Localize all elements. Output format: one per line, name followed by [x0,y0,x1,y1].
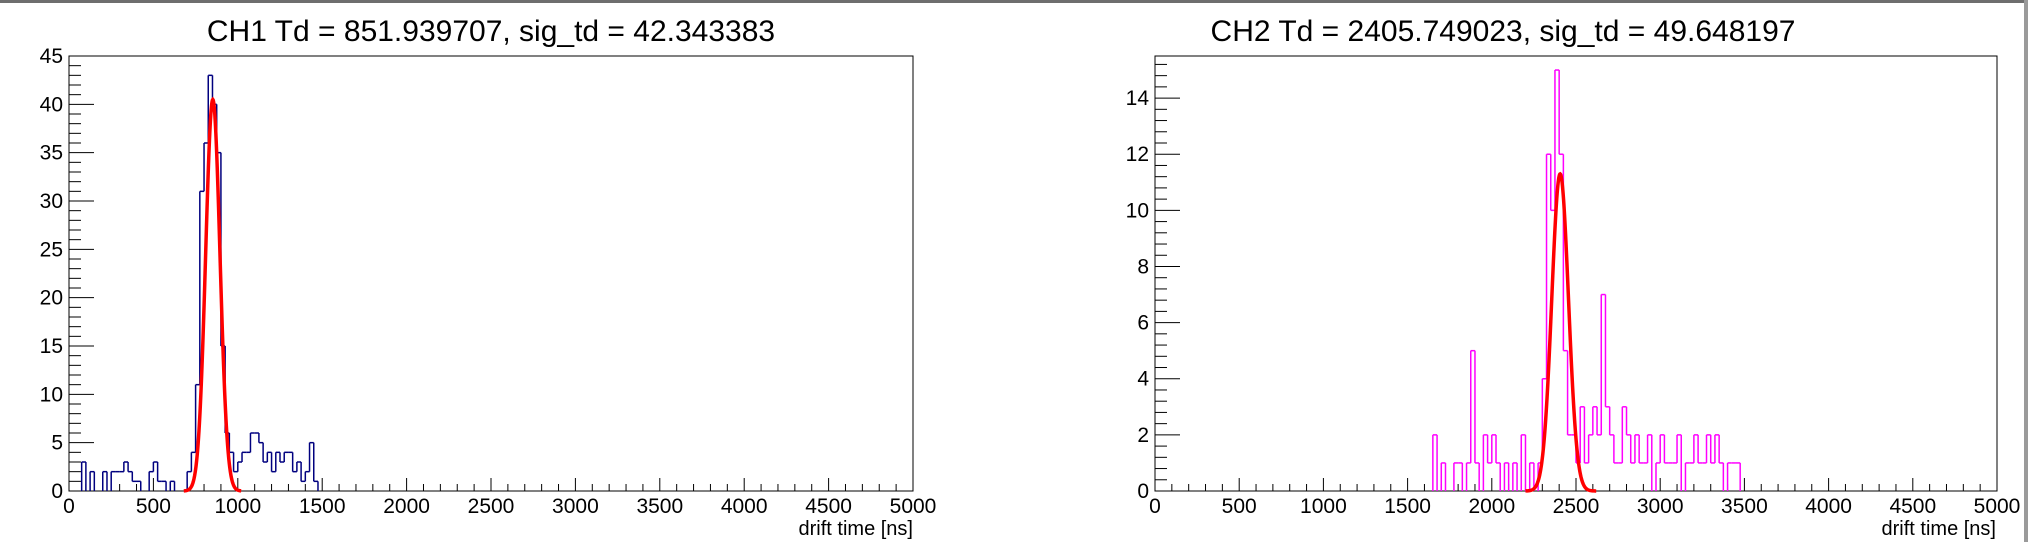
y-tick-label: 45 [40,45,63,68]
x-tick-label: 1500 [299,495,346,518]
y-tick-label: 2 [1137,424,1149,447]
x-tick-label: 0 [1149,495,1161,518]
x-tick-label: 1000 [214,495,261,518]
y-tick-label: 40 [40,93,63,116]
y-tick-label: 14 [1126,87,1150,110]
x-tick-label: 0 [63,495,75,518]
y-tick-label: 5 [51,432,63,455]
gaussian-fit-curve [183,96,242,493]
x-tick-label: 4500 [805,495,852,518]
x-tick-label: 500 [1222,495,1257,518]
y-tick-label: 6 [1137,312,1149,335]
x-tick-label: 2500 [468,495,515,518]
x-tick-label: 2000 [1468,495,1515,518]
window-right-border [2024,0,2028,542]
x-tick-label: 4000 [721,495,768,518]
x-axis-label: drift time [ns] [799,518,913,540]
x-tick-label: 4500 [1889,495,1936,518]
gaussian-fit-curve [1525,171,1597,493]
x-tick-label: 3500 [1721,495,1768,518]
y-tick-label: 10 [40,383,63,406]
y-tick-label: 0 [51,480,63,503]
x-tick-label: 1500 [1384,495,1431,518]
y-tick-label: 20 [40,287,63,310]
x-tick-label: 5000 [1974,495,2021,518]
y-tick-label: 8 [1137,255,1149,278]
y-tick-label: 12 [1126,143,1149,166]
y-tick-label: 30 [40,190,63,213]
y-tick-label: 0 [1137,480,1149,503]
x-tick-label: 500 [136,495,171,518]
y-tick-label: 15 [40,335,63,358]
chart-title: CH2 Td = 2405.749023, sig_td = 49.648197 [1211,15,1796,48]
x-tick-label: 3000 [1637,495,1684,518]
x-axis-label: drift time [ns] [1882,518,1996,540]
x-tick-label: 3500 [636,495,683,518]
x-tick-label: 3000 [552,495,599,518]
window-top-border [0,0,2028,3]
y-tick-label: 10 [1126,199,1149,222]
x-tick-label: 2000 [383,495,430,518]
y-tick-label: 25 [40,238,63,261]
x-tick-label: 1000 [1300,495,1347,518]
x-tick-label: 5000 [890,495,937,518]
y-tick-label: 4 [1137,368,1149,391]
chart-title: CH1 Td = 851.939707, sig_td = 42.343383 [207,15,775,48]
x-tick-label: 4000 [1805,495,1852,518]
y-tick-label: 35 [40,142,63,165]
x-tick-label: 2500 [1553,495,1600,518]
